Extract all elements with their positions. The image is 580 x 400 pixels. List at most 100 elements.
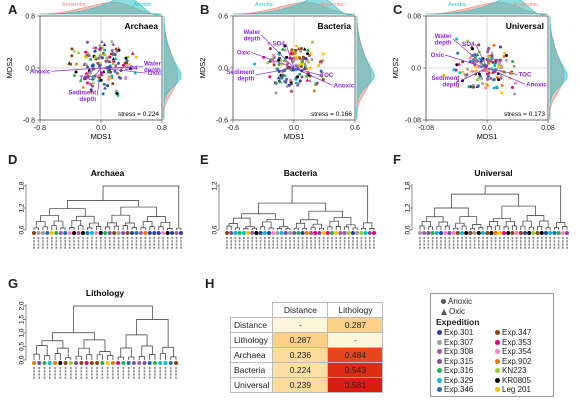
leaf-label-glyph [452,237,455,240]
leaf-label-glyph [131,237,133,240]
leaf-label-glyph [42,243,44,246]
data-point [488,55,492,59]
data-point [125,59,129,63]
leaf-label-glyph [117,367,119,370]
leaf-label-glyph [104,243,107,246]
leaf-label-glyph [452,246,455,249]
leaf-label-glyph [318,243,321,246]
leaf-label-glyph [80,370,83,373]
leaf-label-glyph [64,237,66,240]
leaf-marker [63,361,68,365]
leaf-label-glyph [91,243,93,246]
leaf-label-glyph [64,243,66,246]
dendrogram-branch [319,227,324,230]
y-axis-label: MDS2 [5,58,14,79]
y-axis-label: MDS2 [198,58,207,79]
leaf-label-glyph [536,246,539,249]
leaf-label-glyph [85,376,88,379]
leaf-marker [451,231,456,235]
data-point [70,54,74,58]
legend-item: Exp.315 [437,357,473,366]
leaf-label-glyph [545,246,547,249]
leaf-label-glyph [180,240,182,243]
leaf-label-glyph [70,367,72,370]
dendrogram-branch [539,220,549,228]
leaf-label-glyph [122,373,125,376]
data-point [297,64,301,68]
leaf-label-glyph [440,237,442,240]
data-point [442,73,446,77]
data-point [497,63,501,67]
leaf-label-glyph [54,376,56,379]
legend-label: Exp.353 [502,337,532,347]
dendrogram-branch [40,214,59,222]
data-point [298,56,303,60]
leaf-label-glyph [259,237,262,240]
data-point [468,56,472,60]
data-point [497,78,501,82]
leaf-label-glyph [436,237,438,240]
leaf-label-glyph [230,237,232,240]
leaf-label-glyph [285,246,287,249]
leaf-label-glyph [138,367,140,370]
table-row: Universal 0.239 0.581 [229,377,384,393]
y-tick-label: 1.8 [19,181,26,190]
leaf-label-glyph [268,237,270,240]
density-top-b [232,0,356,16]
leaf-label-glyph [122,370,125,373]
legend-item: Exp.329 [437,376,473,385]
leaf-label-glyph [335,240,337,243]
leaf-label-glyph [171,237,173,240]
legend-title: Expedition [436,317,480,327]
leaf-label-glyph [339,237,342,240]
leaf-label-glyph [369,240,371,243]
leaf-label-glyph [33,243,35,246]
leaf-label-glyph [46,243,49,246]
leaf-label-glyph [478,246,480,249]
leaf-label-glyph [82,237,84,240]
dendrogram-branch [162,346,174,357]
density-top-b [425,0,549,16]
legend-label: Anoxic [448,297,473,306]
vector-label: Water [435,33,453,40]
data-point [490,57,494,61]
panel-letter-h: H [205,276,215,291]
leaf-label-glyph [343,246,346,249]
leaf-label-glyph [112,376,114,379]
leaf-label-glyph [314,243,316,246]
vector-label: Sediment [431,75,459,82]
plot-title: Bacteria [317,21,351,31]
leaf-label-glyph [162,240,164,243]
data-point [277,58,281,62]
data-point [89,71,93,75]
leaf-label-glyph [122,376,125,379]
leaf-label-glyph [352,243,354,246]
leaf-label-glyph [251,240,253,243]
leaf-label-glyph [169,376,172,379]
leaf-label-glyph [549,240,551,243]
leaf-label-glyph [536,240,539,243]
leaf-label-glyph [448,237,451,240]
data-point [110,74,114,78]
leaf-label-glyph [486,240,488,243]
leaf-label-glyph [289,237,291,240]
dendrogram-branch [486,226,492,230]
vector-arrow [251,52,295,69]
data-point [510,85,514,89]
dendrogram-branch [434,207,469,217]
leaf-label-glyph [553,246,556,249]
leaf-label-glyph [243,243,245,246]
dendrogram-branch [329,220,339,227]
leaf-label-glyph [55,240,58,243]
dendrogram-branch [170,356,177,360]
data-point [277,52,281,56]
leaf-label-glyph [251,246,253,249]
leaf-label-glyph [113,246,115,249]
data-point [85,81,89,85]
leaf-label-glyph [532,240,535,243]
leaf-label-glyph [360,243,363,246]
data-point [499,73,504,77]
data-point [306,48,310,52]
leaf-label-glyph [171,243,173,246]
vector-label: Sediment [68,89,96,96]
